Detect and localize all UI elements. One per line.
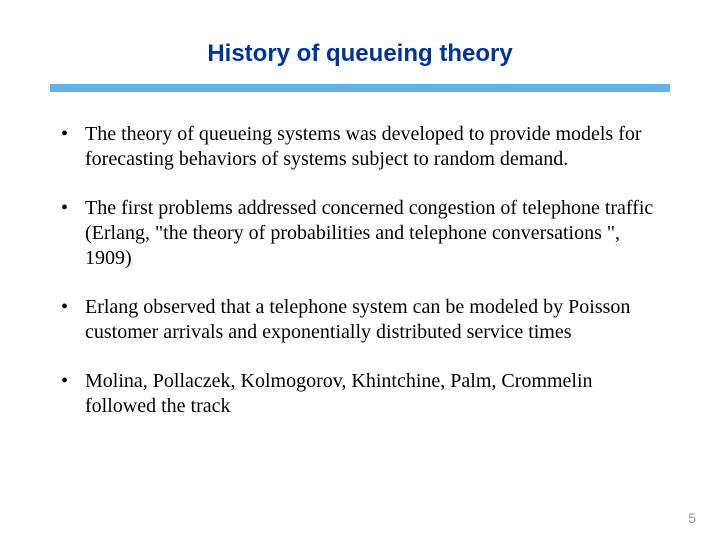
slide-title: History of queueing theory xyxy=(0,40,720,68)
page-number: 5 xyxy=(688,510,696,526)
list-item: Molina, Pollaczek, Kolmogorov, Khintchin… xyxy=(55,369,665,419)
content-area: The theory of queueing systems was devel… xyxy=(0,92,720,419)
bullet-list: The theory of queueing systems was devel… xyxy=(55,122,665,419)
list-item: The theory of queueing systems was devel… xyxy=(55,122,665,172)
title-area: History of queueing theory xyxy=(0,0,720,68)
title-divider xyxy=(50,84,670,92)
list-item: The first problems addressed concerned c… xyxy=(55,196,665,271)
slide-container: History of queueing theory The theory of… xyxy=(0,0,720,540)
list-item: Erlang observed that a telephone system … xyxy=(55,295,665,345)
